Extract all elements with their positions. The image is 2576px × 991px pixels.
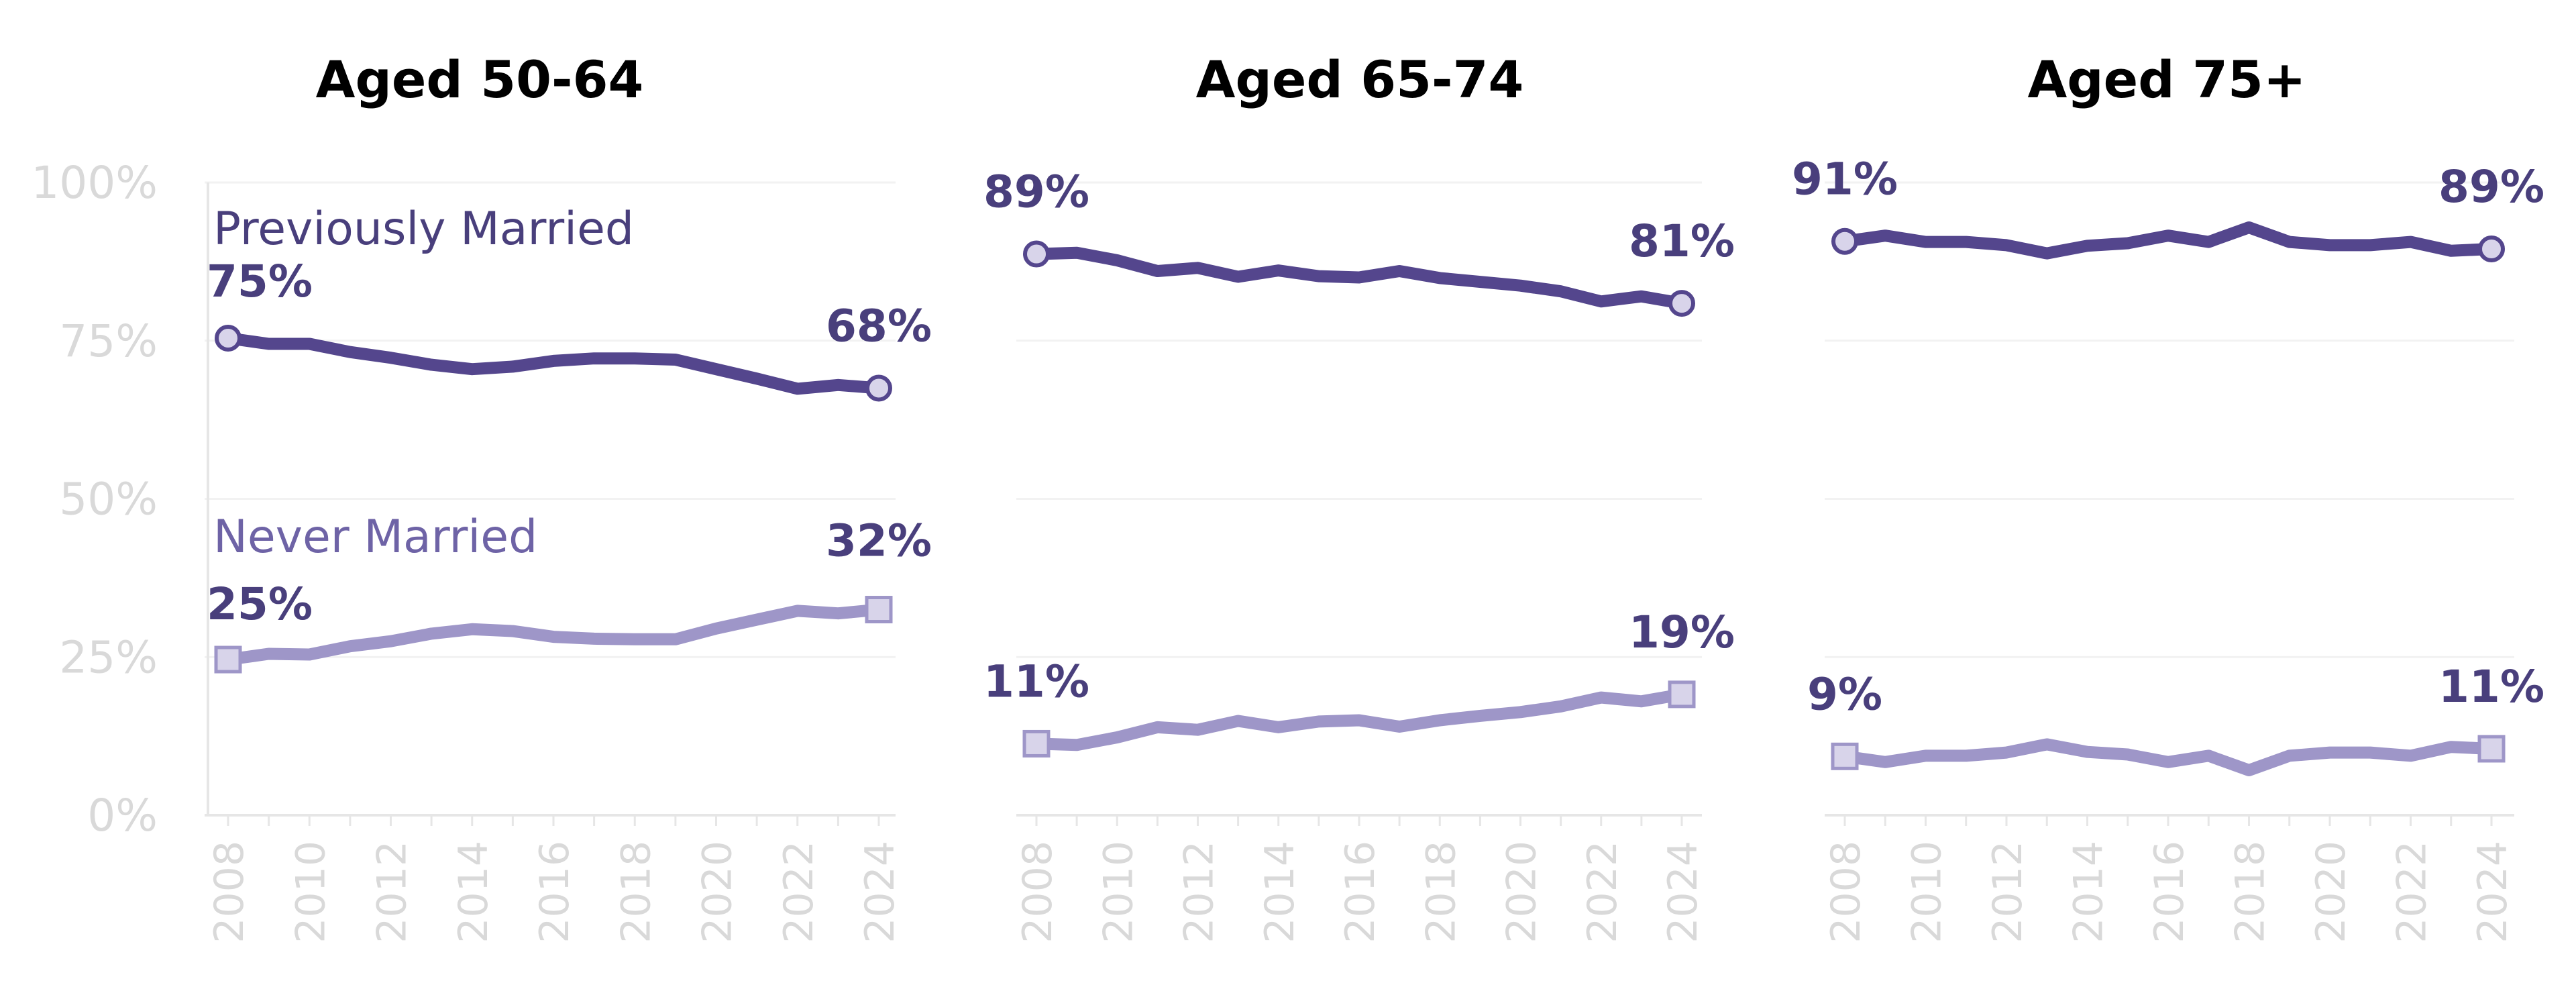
x-tick-label: 2014 <box>450 841 497 943</box>
x-tick-label: 2012 <box>369 841 416 943</box>
end-marker <box>2477 735 2506 763</box>
series-line-never-married <box>1839 738 2498 776</box>
end-marker <box>865 596 893 624</box>
panel-title: Aged 65-74 <box>1196 50 1524 109</box>
x-tick-label: 2010 <box>1904 841 1951 943</box>
data-label-end: 19% <box>1629 607 1735 658</box>
data-label-end: 81% <box>1629 215 1735 267</box>
y-tick-label: 75% <box>59 315 158 367</box>
x-tick-label: 2016 <box>2146 841 2193 943</box>
x-tick-label: 2018 <box>1417 841 1464 943</box>
series-line-never-married <box>1030 688 1688 751</box>
x-tick-label: 2008 <box>1823 841 1870 943</box>
series-line-previously-married <box>1839 221 2498 260</box>
data-label-start: 11% <box>983 656 1089 707</box>
x-tick-label: 2016 <box>1337 841 1384 943</box>
x-tick-label: 2020 <box>694 841 741 943</box>
x-tick-label: 2008 <box>206 841 253 943</box>
x-tick-label: 2010 <box>287 841 334 943</box>
x-tick-label: 2008 <box>1014 841 1061 943</box>
x-tick-label: 2018 <box>612 841 659 943</box>
data-label-end: 68% <box>826 300 932 352</box>
end-marker <box>865 374 892 402</box>
end-marker <box>1668 290 1695 317</box>
end-marker <box>2478 236 2505 263</box>
start-marker <box>1023 240 1050 268</box>
panel-title: Aged 75+ <box>2027 50 2306 109</box>
series-line-previously-married <box>222 332 885 395</box>
end-marker <box>1668 680 1696 709</box>
x-tick-label: 2012 <box>1176 841 1223 943</box>
data-label-start: 91% <box>1792 154 1898 205</box>
x-tick-label: 2014 <box>1256 841 1303 943</box>
data-label-start: 75% <box>207 256 313 307</box>
data-label-end: 11% <box>2438 661 2544 713</box>
data-label-end: 32% <box>826 515 932 567</box>
x-tick-label: 2024 <box>1660 841 1707 943</box>
panel-3: Aged 75+ 2008 2010 2012 2014 2016 2018 2020 2022… <box>1792 50 2544 943</box>
data-label-start: 89% <box>983 166 1089 218</box>
data-label-start: 9% <box>1807 668 1882 720</box>
x-tick-label: 2014 <box>2065 841 2112 943</box>
x-tick-label: 2016 <box>531 841 578 943</box>
x-tick-label: 2018 <box>2227 841 2274 943</box>
y-tick-label: 50% <box>59 474 158 525</box>
panel-title: Aged 50-64 <box>316 50 644 109</box>
series-line-never-married <box>222 603 885 666</box>
x-tick-label: 2022 <box>1579 841 1626 943</box>
start-marker <box>214 645 242 674</box>
panel-1: Aged 50-64 0% 25% 50% 75% 100% 2008 2010 2012 201… <box>31 50 932 943</box>
series-name-never-married: Never Married <box>213 511 537 564</box>
y-tick-label: 100% <box>31 157 158 209</box>
start-marker <box>215 324 241 352</box>
x-tick-label: 2022 <box>775 841 822 943</box>
series-line-previously-married <box>1030 246 1688 310</box>
y-tick-label: 25% <box>59 631 158 683</box>
x-tick-label: 2012 <box>1984 841 2031 943</box>
start-marker <box>1831 742 1859 770</box>
x-tick-label: 2024 <box>857 841 904 943</box>
start-marker <box>1831 227 1858 255</box>
x-tick-label: 2022 <box>2389 841 2436 943</box>
data-label-end: 89% <box>2438 161 2544 213</box>
start-marker <box>1022 729 1051 758</box>
x-tick-label: 2010 <box>1095 841 1142 943</box>
data-label-start: 25% <box>207 578 313 630</box>
x-tick-label: 2020 <box>2308 841 2355 943</box>
series-name-previously-married: Previously Married <box>213 203 634 256</box>
panel-2: Aged 65-74 2008 2010 2012 2014 2016 2018 2020 20… <box>983 50 1735 943</box>
x-tick-label: 2020 <box>1499 841 1546 943</box>
x-tick-label: 2024 <box>2469 841 2516 943</box>
y-tick-label: 0% <box>87 790 158 841</box>
